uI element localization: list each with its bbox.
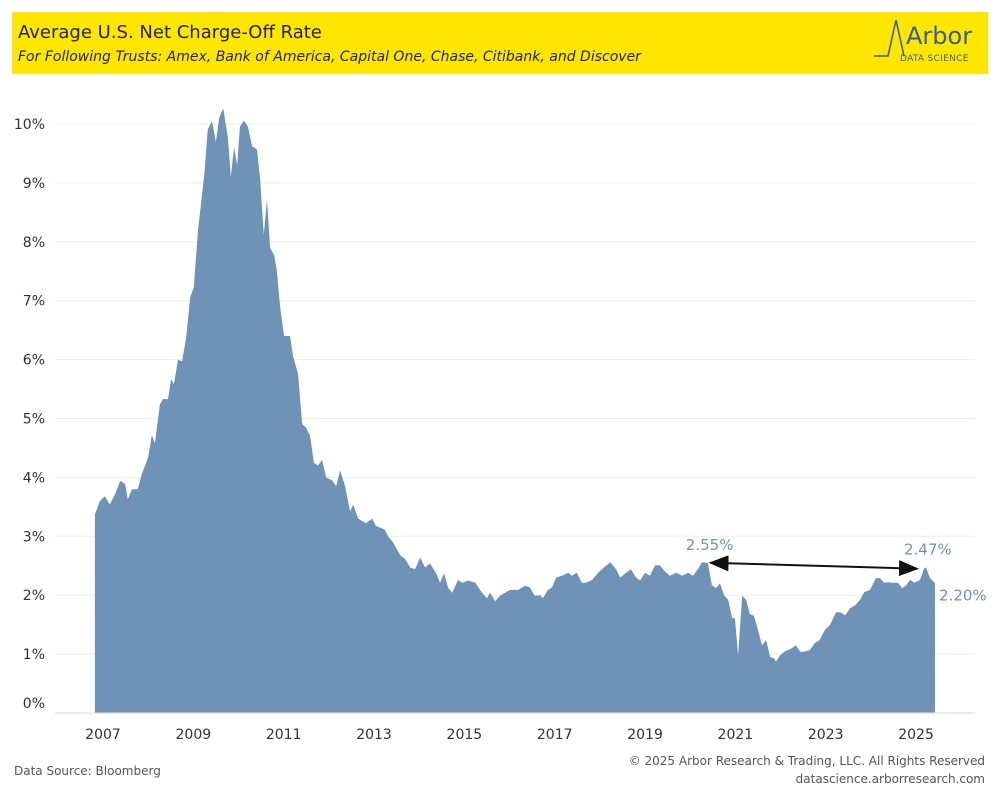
arbor-logo: Arbor DATA SCIENCE bbox=[870, 16, 980, 70]
x-tick-label: 2015 bbox=[447, 727, 483, 743]
double-arrow bbox=[708, 555, 919, 577]
website-url: datascience.arborresearch.com bbox=[795, 772, 985, 786]
y-tick-label: 5% bbox=[23, 412, 45, 428]
data-source: Data Source: Bloomberg bbox=[14, 764, 161, 778]
logo-subtext: DATA SCIENCE bbox=[900, 54, 969, 64]
annotation-label: 2.47% bbox=[904, 541, 952, 559]
charge-off-area bbox=[94, 108, 936, 714]
y-tick-label: 8% bbox=[23, 235, 45, 251]
y-tick-label: 1% bbox=[23, 647, 45, 663]
x-tick-label: 2025 bbox=[898, 727, 934, 743]
y-tick-label: 10% bbox=[14, 117, 45, 133]
x-tick-label: 2017 bbox=[537, 727, 573, 743]
arbor-logo-mark-icon bbox=[874, 19, 905, 57]
x-tick-label: 2007 bbox=[85, 727, 121, 743]
x-tick-label: 2011 bbox=[266, 727, 302, 743]
logo-text: Arbor bbox=[906, 22, 973, 50]
x-tick-label: 2019 bbox=[627, 727, 663, 743]
x-tick-label: 2021 bbox=[718, 727, 754, 743]
x-tick-label: 2013 bbox=[356, 727, 392, 743]
x-tick-label: 2023 bbox=[808, 727, 844, 743]
annotation-label: 2.20% bbox=[939, 586, 987, 604]
chart-title: Average U.S. Net Charge-Off Rate bbox=[18, 22, 322, 43]
chart-subtitle: For Following Trusts: Amex, Bank of Amer… bbox=[18, 49, 641, 65]
header-banner: Average U.S. Net Charge-Off Rate For Fol… bbox=[12, 12, 988, 74]
y-tick-label: 7% bbox=[23, 294, 45, 310]
y-tick-label: 3% bbox=[23, 529, 45, 545]
annotation-label: 2.55% bbox=[686, 536, 734, 554]
copyright: © 2025 Arbor Research & Trading, LLC. Al… bbox=[628, 754, 985, 768]
y-tick-label: 4% bbox=[23, 470, 45, 486]
x-tick-label: 2009 bbox=[176, 727, 212, 743]
y-tick-label: 0% bbox=[23, 696, 45, 712]
y-tick-label: 2% bbox=[23, 588, 45, 604]
y-tick-label: 6% bbox=[23, 353, 45, 369]
y-tick-label: 9% bbox=[23, 176, 45, 192]
